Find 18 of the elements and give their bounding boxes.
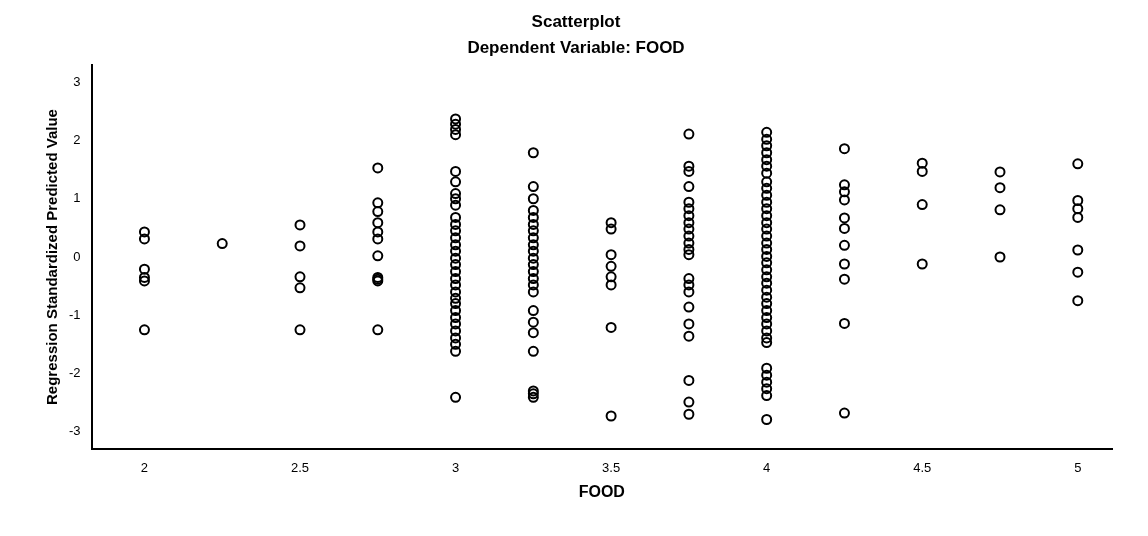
x-axis-title: FOOD [578, 482, 625, 500]
y-tick-label: 1 [73, 190, 81, 206]
x-tick-label: 5 [1074, 459, 1082, 475]
y-tick-label: -2 [69, 365, 81, 381]
x-tick-label: 4 [763, 459, 771, 475]
x-tick-label: 4.5 [913, 459, 932, 475]
y-tick-label: -1 [69, 306, 81, 322]
x-tick-label: 2.5 [290, 459, 310, 475]
chart-subtitle: Dependent Variable: FOOD [467, 38, 685, 58]
x-tick-label: 3 [451, 459, 460, 475]
x-tick-label: 3.5 [602, 459, 621, 475]
y-tick-label: 2 [73, 132, 81, 148]
y-tick-label: 3 [73, 73, 81, 89]
y-tick-label: 0 [73, 248, 81, 264]
y-tick-label: -3 [69, 423, 81, 439]
chart-title: Scatterplot [531, 11, 621, 31]
y-axis-title: Regression Standardized Predicted Value [43, 109, 61, 405]
x-tick-label: 2 [140, 459, 149, 475]
